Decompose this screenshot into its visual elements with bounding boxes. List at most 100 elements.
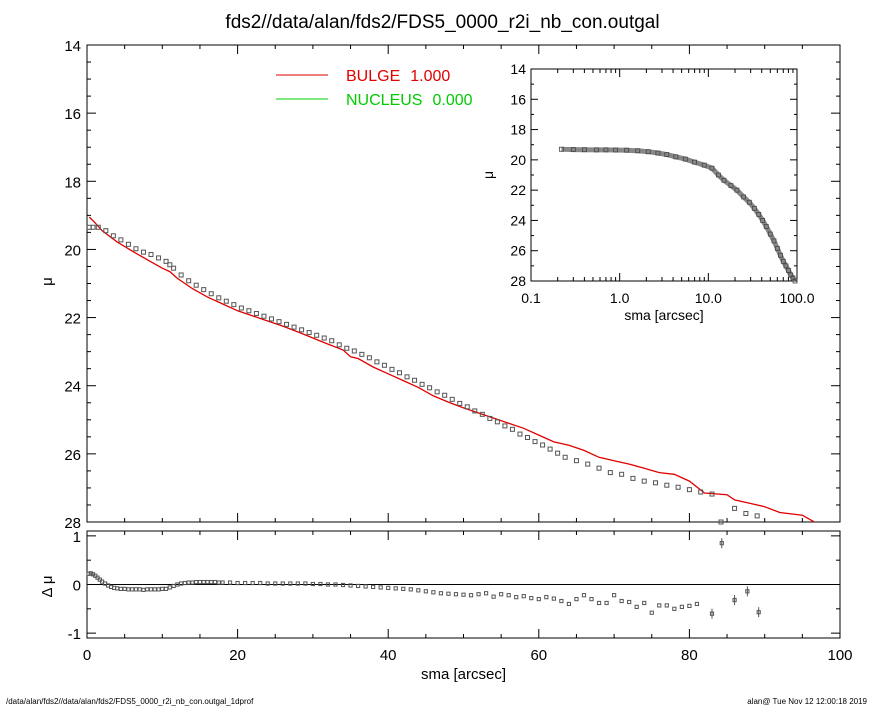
data-point-marker	[171, 265, 177, 271]
inset-point-marker	[635, 148, 641, 154]
data-point-marker	[585, 461, 591, 467]
residual-point-marker	[303, 581, 308, 586]
residual-point-marker	[566, 601, 572, 607]
data-point-marker	[299, 327, 305, 333]
data-point-marker	[653, 480, 659, 486]
inset-y-tick-label: 14	[510, 61, 526, 77]
residual-point-marker	[340, 582, 346, 588]
data-point-marker	[464, 404, 470, 410]
data-point-marker	[103, 228, 109, 234]
main-y-tick-label: 28	[64, 515, 81, 532]
x-tick-label: 0	[83, 647, 91, 664]
inset-point-marker	[746, 199, 752, 205]
data-point-marker	[540, 442, 546, 448]
inset-point-marker	[751, 205, 757, 211]
data-point-marker	[238, 305, 244, 311]
inset-y-axis-label: μ	[480, 171, 496, 179]
data-point-marker	[344, 345, 350, 351]
inset-point-marker	[581, 147, 587, 153]
data-point-marker	[163, 258, 169, 264]
data-point-marker	[201, 287, 207, 293]
data-point-marker	[479, 411, 485, 417]
inset-point-marker	[701, 162, 707, 168]
data-point-marker	[562, 454, 568, 460]
main-y-tick-label: 24	[64, 379, 81, 396]
residual-point-marker	[201, 579, 206, 585]
residual-point-marker	[386, 585, 391, 591]
residual-y-tick-label: 0	[73, 578, 81, 595]
data-point-marker	[573, 458, 579, 464]
data-point-marker	[754, 513, 760, 519]
residual-point-marker	[431, 590, 436, 595]
data-point-marker	[419, 381, 425, 387]
data-point-marker	[351, 348, 357, 354]
data-point-marker	[95, 224, 101, 230]
data-point-marker	[268, 316, 274, 322]
data-point-marker	[607, 470, 613, 476]
data-point-marker	[284, 321, 290, 327]
residual-point-marker	[619, 598, 624, 604]
inset-point-marker	[778, 252, 783, 258]
residual-point-marker	[273, 581, 278, 586]
inset-point-marker	[664, 152, 670, 157]
data-point-marker	[547, 446, 553, 452]
inset-point-marker	[774, 246, 780, 251]
data-point-marker	[630, 475, 636, 481]
residual-point-marker	[453, 592, 459, 597]
residual-point-marker	[148, 587, 154, 592]
inset-point-marker	[594, 147, 600, 153]
inset-x-tick-label: 0.1	[521, 290, 541, 306]
data-point-marker	[291, 324, 297, 330]
residual-point-marker	[612, 593, 617, 598]
inset-point-marker	[570, 147, 576, 152]
data-point-marker	[525, 435, 531, 441]
residual-point-marker	[295, 581, 300, 586]
inset-y-tick-label: 28	[510, 273, 526, 289]
residual-point-marker	[732, 597, 737, 603]
inset-point-marker	[783, 263, 789, 269]
data-point-marker	[641, 478, 647, 484]
residual-point-marker	[393, 586, 398, 591]
data-point-marker	[494, 419, 500, 425]
residual-point-marker	[468, 593, 474, 598]
residual-point-marker	[163, 586, 169, 591]
inset-x-tick-label: 1.0	[610, 290, 630, 306]
residual-point-marker	[461, 592, 466, 597]
main-y-tick-label: 16	[64, 106, 81, 123]
legend-label-bulge: BULGE 1.000	[346, 68, 450, 85]
residual-point-marker	[604, 600, 609, 606]
data-point-marker	[110, 233, 116, 239]
main-panel: 14 16 18 20 22 24 26 28 μ BULGE 1.000 NUCLEUS 0.000	[39, 38, 841, 532]
data-point-marker	[509, 426, 515, 432]
inset-point-marker	[682, 156, 688, 162]
inset-point-marker	[645, 149, 651, 155]
residual-point-marker	[280, 581, 285, 586]
residual-point-marker	[88, 571, 93, 576]
residual-point-marker	[642, 600, 647, 606]
chart-title: fds2//data/alan/fds2/FDS5_0000_r2i_nb_co…	[225, 12, 660, 33]
data-point-marker	[336, 342, 342, 348]
data-point-marker	[472, 408, 478, 414]
residual-y-tick-label: 1	[73, 529, 81, 546]
inset-point-marker	[756, 211, 762, 217]
residual-point-marker	[348, 583, 353, 588]
residual-point-marker	[197, 579, 203, 585]
residual-point-marker	[333, 582, 338, 587]
inset-point-marker	[734, 187, 740, 193]
data-point-marker	[231, 302, 237, 308]
inset-point-marker	[741, 194, 747, 200]
inset-point-marker	[786, 267, 791, 273]
legend-name: BULGE	[346, 68, 400, 85]
residual-point-marker	[378, 585, 383, 590]
residual-point-marker	[167, 585, 172, 590]
residual-point-marker	[265, 581, 270, 586]
residual-point-marker	[574, 596, 579, 602]
data-point-marker	[396, 370, 402, 376]
residual-point-marker	[190, 580, 195, 585]
residual-point-marker	[438, 591, 444, 596]
residual-point-marker	[122, 586, 127, 591]
residual-point-marker	[86, 571, 91, 576]
residual-y-tick-label: -1	[68, 626, 81, 643]
inset-point-marker	[655, 150, 661, 156]
